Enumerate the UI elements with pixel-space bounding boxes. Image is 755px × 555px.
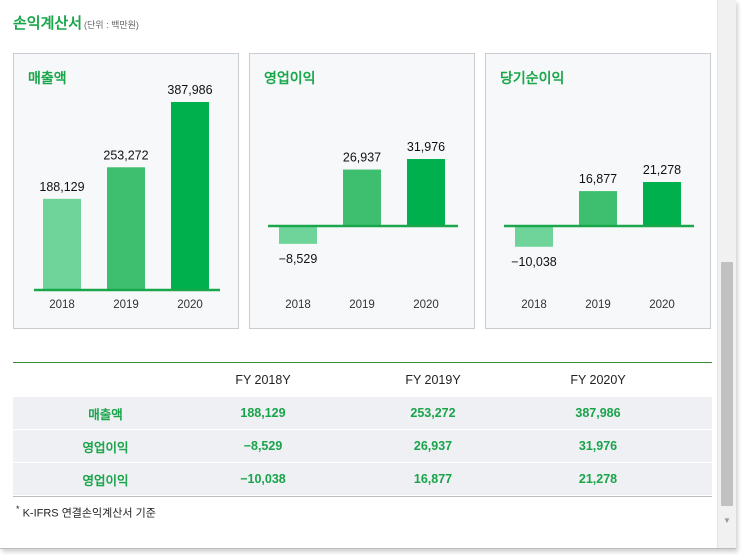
section-title-text: 손익계산서 bbox=[13, 15, 83, 32]
chart-title-revenue: 매출액 bbox=[28, 70, 67, 86]
table-cell: 188,129 bbox=[240, 406, 286, 420]
value-label-2019: 26,937 bbox=[343, 151, 381, 165]
table-bottom-rule bbox=[13, 496, 712, 497]
bar-2020 bbox=[407, 159, 445, 226]
table-cell: 21,278 bbox=[578, 472, 618, 486]
bar-chart-net-income: −10,038 2018 16,877 2019 21,278 2020 bbox=[504, 163, 694, 311]
bar-2018 bbox=[43, 198, 81, 290]
chart-title-net-income: 당기순이익 bbox=[500, 70, 565, 86]
table-header-row: FY 2018Y FY 2019Y FY 2020Y bbox=[13, 363, 712, 397]
footnote: * K-IFRS 연결손익계산서 기준 bbox=[16, 504, 156, 521]
bar-2020 bbox=[643, 182, 681, 226]
year-label-2018: 2018 bbox=[49, 299, 75, 311]
value-label-2020: 31,976 bbox=[407, 140, 445, 154]
chart-panel-operating-profit: 영업이익 −8,529 2018 26,937 2019 31,976 2020 bbox=[249, 53, 475, 329]
year-label-2019: 2019 bbox=[585, 299, 611, 311]
table-top-rule bbox=[13, 362, 712, 363]
bar-chart-operating-profit: −8,529 2018 26,937 2019 31,976 2020 bbox=[268, 140, 458, 311]
chart-panel-net-income: 당기순이익 −10,038 2018 16,877 2019 21,278 2020 bbox=[485, 53, 711, 329]
bar-2020 bbox=[171, 102, 209, 290]
value-label-2019: 253,272 bbox=[103, 148, 148, 162]
table-cell: 16,877 bbox=[413, 472, 453, 486]
year-label-2018: 2018 bbox=[285, 299, 311, 311]
header-cell bbox=[13, 363, 198, 397]
value-label-2019: 16,877 bbox=[579, 172, 617, 186]
value-label-2020: 21,278 bbox=[643, 163, 681, 177]
content-frame: 손익계산서 (단위 : 백만원) 매출액 188,129 2018 253,272 20… bbox=[0, 0, 736, 549]
row-label: 매출액 bbox=[88, 407, 123, 422]
chart-title-operating-profit: 영업이익 bbox=[264, 70, 316, 86]
year-label-2018: 2018 bbox=[521, 299, 547, 311]
scrollbar-thumb[interactable] bbox=[721, 262, 733, 506]
table-cell: −10,038 bbox=[240, 472, 286, 486]
row-label: 영업이익 bbox=[82, 473, 129, 488]
scroll-down-arrow-icon[interactable]: ▼ bbox=[723, 516, 731, 525]
vertical-scrollbar[interactable]: ▼ bbox=[717, 0, 736, 548]
value-label-2018: −8,529 bbox=[279, 252, 318, 266]
year-label-2020: 2020 bbox=[413, 299, 439, 311]
header-cell: FY 2020Y bbox=[570, 373, 626, 387]
year-label-2020: 2020 bbox=[177, 299, 203, 311]
table-row: 영업이익 −10,038 16,877 21,278 bbox=[13, 463, 712, 496]
row-label: 영업이익 bbox=[82, 440, 129, 455]
value-label-2020: 387,986 bbox=[167, 83, 212, 97]
table-cell: 26,937 bbox=[413, 439, 453, 453]
unit-note: (단위 : 백만원) bbox=[84, 20, 139, 30]
value-label-2018: 188,129 bbox=[39, 180, 84, 194]
bar-2018 bbox=[279, 226, 317, 244]
year-label-2019: 2019 bbox=[349, 299, 375, 311]
bar-2019 bbox=[107, 167, 145, 290]
table-row: 매출액 188,129 253,272 387,986 bbox=[13, 397, 712, 430]
bar-2018 bbox=[515, 226, 553, 247]
bar-2019 bbox=[343, 169, 381, 226]
header-cell: FY 2019Y bbox=[405, 373, 461, 387]
value-label-2018: −10,038 bbox=[511, 255, 557, 269]
year-label-2020: 2020 bbox=[649, 299, 675, 311]
chart-panel-revenue: 매출액 188,129 2018 253,272 2019 387,986 2020 bbox=[13, 53, 239, 329]
bar-2019 bbox=[579, 191, 617, 226]
year-label-2019: 2019 bbox=[113, 299, 139, 311]
table-cell: 31,976 bbox=[578, 439, 618, 453]
bar-chart-revenue: 188,129 2018 253,272 2019 387,986 2020 bbox=[34, 83, 220, 311]
table-cell: 253,272 bbox=[410, 406, 456, 420]
table-cell: −8,529 bbox=[243, 439, 283, 453]
table-row: 영업이익 −8,529 26,937 31,976 bbox=[13, 430, 712, 463]
header-cell: FY 2018Y bbox=[235, 373, 291, 387]
footnote-text: K-IFRS 연결손익계산서 기준 bbox=[22, 507, 156, 520]
financial-table: FY 2018Y FY 2019Y FY 2020Y 매출액 188,129 2… bbox=[13, 362, 712, 497]
table-cell: 387,986 bbox=[575, 406, 621, 420]
section-title: 손익계산서 (단위 : 백만원) bbox=[13, 12, 139, 33]
footnote-mark: * bbox=[16, 504, 20, 514]
